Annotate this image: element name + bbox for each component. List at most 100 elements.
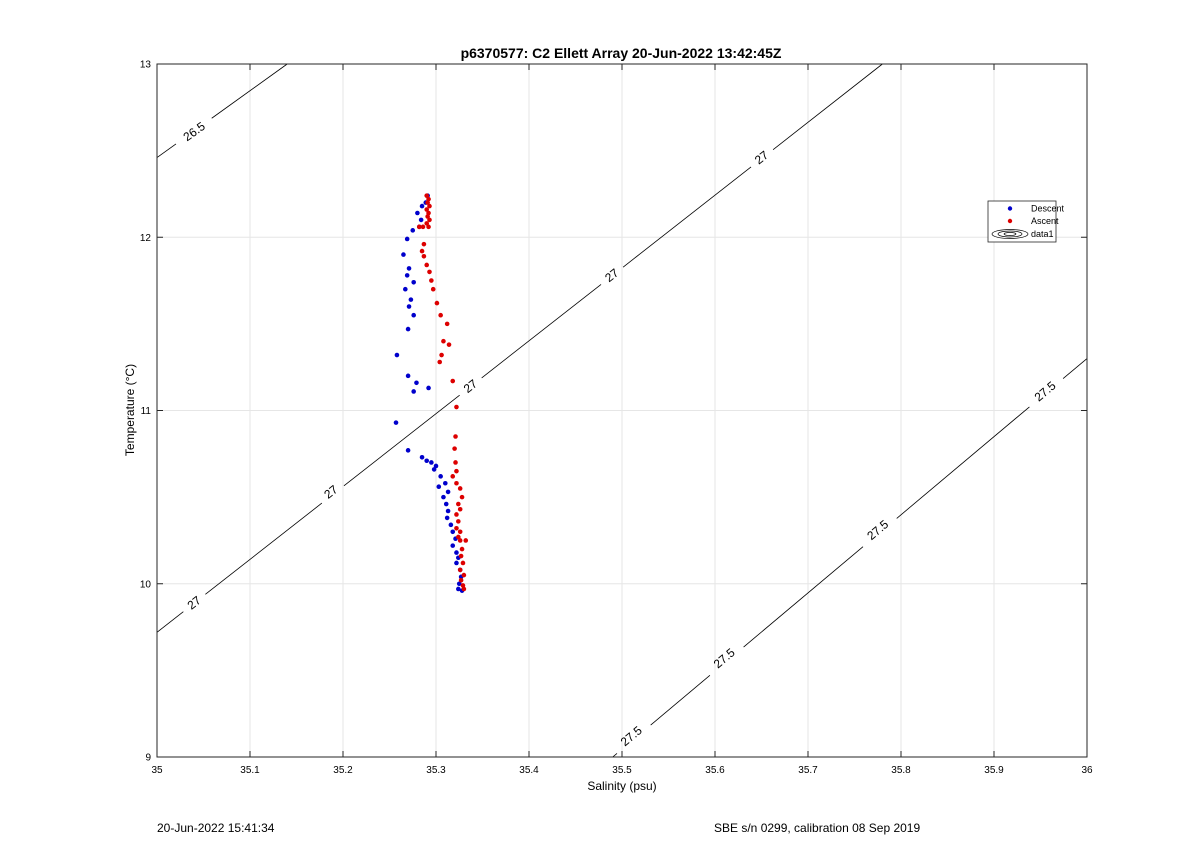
series-ascent [416,193,469,592]
ascent-point [458,577,464,583]
ascent-point [424,207,430,212]
descent-point [450,543,456,548]
descent-point [456,586,461,592]
isopycnal-line-27.5 [743,546,864,648]
ascent-point [416,224,422,230]
ascent-point [438,312,443,318]
ascent-point [425,200,430,205]
descent-point [426,385,431,391]
ascent-point [444,321,450,327]
y-tick-label: 9 [145,753,151,764]
descent-point [401,252,406,257]
legend-data1-label: data1 [1031,229,1054,239]
ascent-point [429,278,434,283]
descent-point [414,380,419,386]
x-tick-label: 35.1 [240,765,260,776]
ascent-point [454,404,459,410]
x-tick-label: 35.9 [984,765,1004,776]
ascent-point [426,210,431,216]
x-tick-label: 35.8 [891,765,911,776]
legend-contour-icon [991,229,1029,239]
ascent-point [424,262,430,268]
descent-point [450,529,456,535]
descent-point [419,203,425,209]
descent-point [441,494,446,500]
x-tick-label: 35.5 [612,765,632,776]
descent-point [445,489,451,495]
ascent-point [454,526,459,531]
ascent-point [439,352,444,358]
descent-point [445,508,451,514]
x-tick-label: 35.4 [519,765,539,776]
ascent-point [453,434,458,439]
isopycnal-line-27 [481,284,602,379]
descent-point [404,273,410,278]
descent-point [408,297,414,302]
descent-point [411,389,416,394]
ascent-point [427,203,432,209]
y-tick-label: 11 [141,406,152,417]
descent-point [410,228,416,233]
axis-ticks: 35 35.1 35.2 35.3 35.4 35.5 35.6 35.7 35.8 35.9 36… [140,60,1093,777]
isopycnal-line-27.5 [612,753,618,758]
x-tick-label: 35.3 [426,765,446,776]
ascent-point [427,217,432,223]
x-tick-label: 35.7 [798,765,818,776]
ascent-point [425,214,430,219]
ascent-point [457,486,463,491]
ascent-point [420,224,426,230]
ascent-point [453,460,458,465]
x-axis-label: Salinity (psu) [587,779,656,793]
ascent-point [454,468,459,474]
ascent-point [456,501,461,507]
ascent-point [450,474,456,479]
descent-point [433,463,439,469]
isopycnal-line-27.5 [896,406,1030,519]
descent-point [436,484,442,490]
ascent-point [456,519,461,524]
descent-point [448,522,454,528]
isopycnal-line-27 [772,63,883,150]
ascent-point [457,506,463,512]
ascent-point [452,446,457,451]
descent-point [444,515,450,521]
ascent-point [463,538,469,543]
descent-point [405,448,411,453]
data-series [393,193,469,593]
descent-point [393,420,399,425]
ascent-point [427,269,432,275]
descent-point [404,236,410,242]
ascent-point [421,241,427,247]
ascent-point [458,553,464,559]
chart-title: p6370577: C2 Ellett Array 20-Jun-2022 13… [461,45,782,61]
ascent-point [446,342,452,347]
isopycnal-line-27 [622,166,752,268]
ascent-point [461,586,467,592]
ascent-point [424,193,430,198]
ascent-point [441,338,446,344]
descent-point [443,501,449,507]
descent-point [403,286,408,292]
ascent-point [460,583,466,588]
ascent-point [460,560,466,566]
isopycnal-line-27.5 [1062,358,1088,379]
descent-point [405,373,411,379]
ascent-point [426,196,431,202]
isopycnal-line-27 [343,394,460,487]
isopycnal-line-27.5 [650,675,711,726]
descent-point [454,550,459,555]
isopycnal-line-26.5 [156,143,177,158]
isopycnal-line-27 [156,611,184,633]
y-tick-label: 10 [140,579,152,590]
legend-descent-label: Descent [1031,204,1065,214]
ascent-point [419,248,425,254]
legend: Descent Ascent data1 [987,200,1065,243]
descent-point [424,458,430,464]
isopycnal-line-26.5 [211,63,288,119]
descent-point [454,560,459,566]
descent-point [406,266,412,271]
ascent-point [457,529,463,535]
descent-point [419,454,425,460]
x-tick-label: 35.6 [705,765,725,776]
footer-calibration: SBE s/n 0299, calibration 08 Sep 2019 [714,821,921,835]
